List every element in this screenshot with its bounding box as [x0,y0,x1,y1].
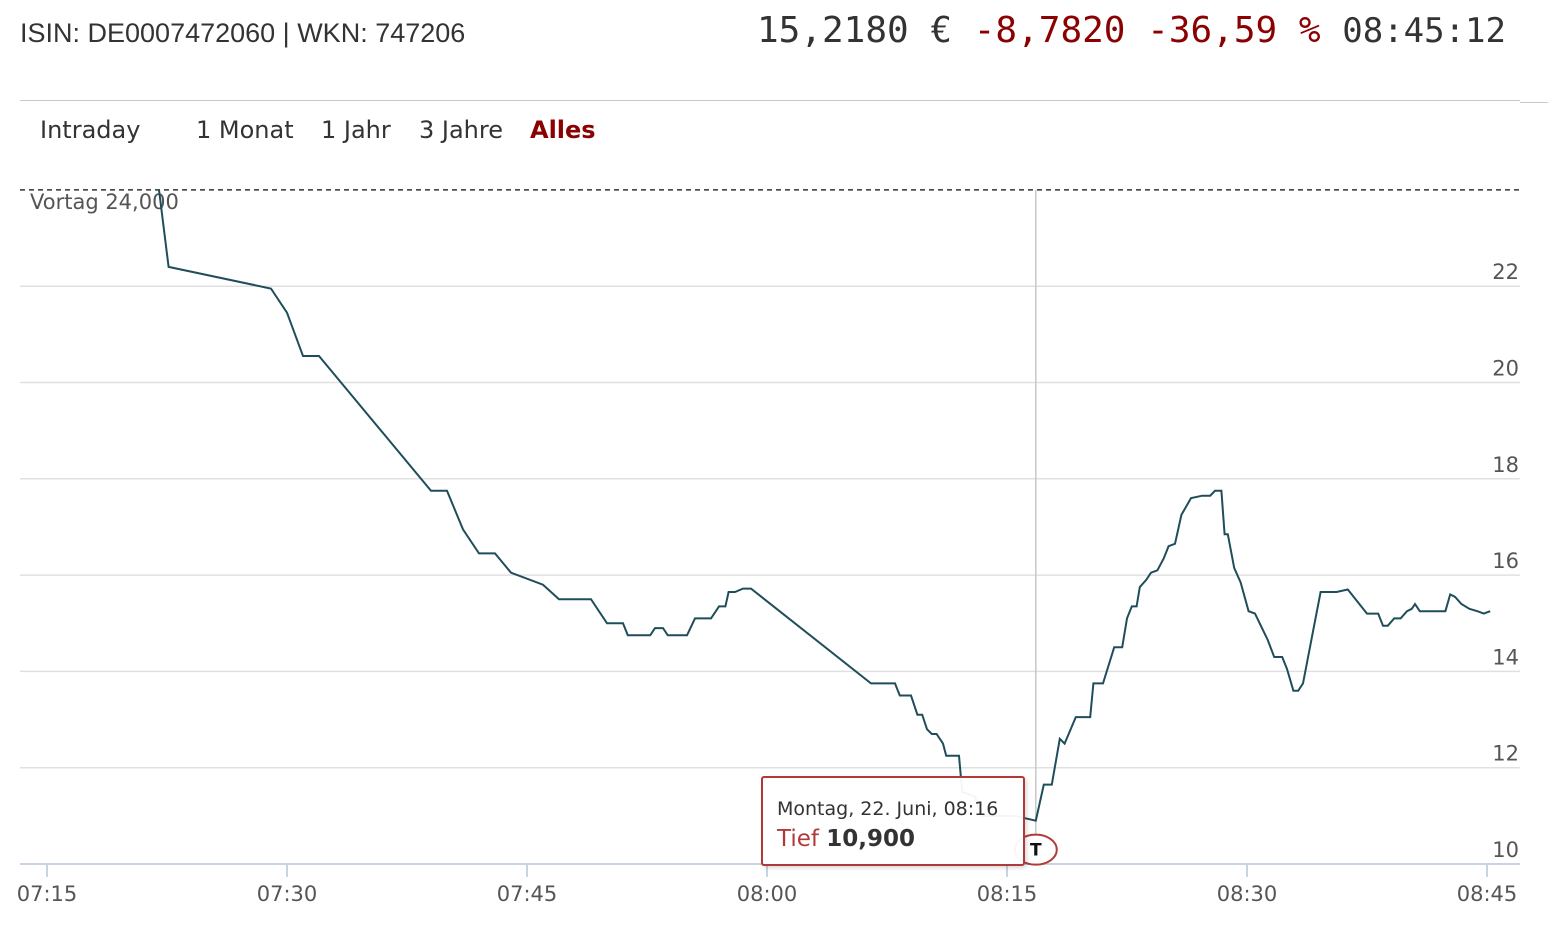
header-divider-stub [1520,102,1548,103]
x-tick-label-0815: 08:15 [977,882,1038,906]
tooltip-value: Tief 10,900 [777,826,915,852]
x-tick-label-0830: 08:30 [1217,882,1278,906]
low-marker-label: T [1030,841,1042,861]
x-tick-label-0730: 07:30 [257,882,318,906]
tab-1-monat[interactable]: 1 Monat [196,116,294,144]
tooltip: Montag, 22. Juni, 08:16 Tief 10,900 [761,776,1025,866]
tooltip-date: Montag, 22. Juni, 08:16 [777,798,999,820]
quote-time: 08:45:12 [1342,11,1506,51]
y-tick-label-14: 14 [1492,645,1519,669]
x-tick-label-0800: 08:00 [737,882,798,906]
vortag-label: Vortag 24,000 [30,190,179,214]
header-divider [20,100,1520,101]
tab-intraday[interactable]: Intraday [40,116,141,144]
y-tick-label-22: 22 [1492,260,1519,284]
grid-lines [20,285,1520,769]
price-series-line [158,189,1491,822]
change-percent: -36,59 % [1147,10,1321,51]
x-tick-label-0745: 07:45 [497,882,558,906]
tooltip-number: 10,900 [826,826,916,852]
x-tick-label-0715: 07:15 [17,882,78,906]
change-absolute: -8,7820 [973,10,1126,51]
currency-symbol: € [930,10,953,51]
quote-bar: 15,2180 € -8,7820 -36,59 % 08:45:12 [757,10,1506,51]
y-tick-label-18: 18 [1492,453,1519,477]
y-axis-labels: 10 12 14 16 18 20 22 [1492,260,1519,862]
y-tick-label-10: 10 [1492,838,1519,862]
last-price: 15,2180 [756,10,909,51]
y-tick-label-20: 20 [1492,357,1519,381]
x-tick-label-0845: 08:45 [1457,882,1518,906]
x-axis: 07:15 07:30 07:45 08:00 08:15 08:30 08:45 [17,863,1520,906]
y-tick-label-12: 12 [1492,742,1519,766]
tab-3-jahre[interactable]: 3 Jahre [419,116,503,144]
y-tick-label-16: 16 [1492,549,1519,573]
tab-alles[interactable]: Alles [530,116,596,144]
tab-1-jahr[interactable]: 1 Jahr [321,116,391,144]
tooltip-label: Tief [777,826,819,852]
isin-wkn-line: ISIN: DE0007472060 | WKN: 747206 [20,18,466,48]
